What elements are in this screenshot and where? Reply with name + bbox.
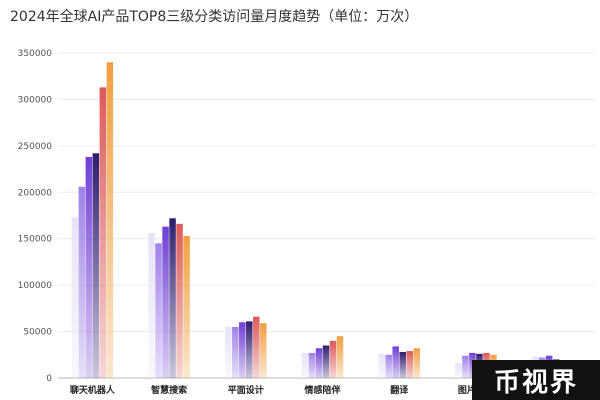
bar bbox=[413, 348, 420, 378]
y-tick-label: 350000 bbox=[18, 49, 53, 59]
bar bbox=[106, 62, 114, 379]
bar bbox=[253, 316, 260, 378]
bars bbox=[71, 62, 567, 379]
bar bbox=[176, 223, 183, 378]
bar bbox=[232, 326, 239, 378]
x-category-label: 聊天机器人 bbox=[70, 384, 116, 396]
bar bbox=[85, 157, 93, 378]
bar bbox=[399, 352, 406, 378]
bar bbox=[260, 323, 267, 378]
y-tick-label: 50000 bbox=[23, 328, 52, 338]
x-axis: 聊天机器人智慧搜索平面设计情感陪伴翻译图片生成 bbox=[70, 384, 494, 396]
watermark-logo: 币视界 bbox=[472, 360, 600, 400]
bar bbox=[148, 233, 155, 378]
bar bbox=[462, 355, 469, 378]
bar bbox=[169, 218, 176, 378]
y-tick-label: 300000 bbox=[18, 95, 53, 105]
bar bbox=[301, 352, 309, 378]
x-category-label: 智慧搜索 bbox=[151, 384, 187, 396]
y-tick-label: 250000 bbox=[18, 142, 53, 152]
y-axis: 0 50000 100000 150000 200000 250000 300000 3500… bbox=[18, 49, 53, 384]
y-tick-label: 200000 bbox=[18, 188, 53, 198]
bar bbox=[329, 340, 337, 378]
bar bbox=[239, 322, 246, 378]
bar bbox=[315, 348, 323, 378]
bar bbox=[99, 87, 107, 378]
bar bbox=[455, 363, 462, 378]
bar bbox=[78, 186, 86, 378]
y-tick-label: 100000 bbox=[18, 281, 53, 291]
y-tick-label: 150000 bbox=[18, 235, 53, 245]
chart-title: 2024年全球AI产品TOP8三级分类访问量月度趋势（单位：万次） bbox=[10, 9, 419, 25]
bar bbox=[225, 326, 232, 378]
bar bbox=[155, 243, 162, 378]
bar bbox=[162, 226, 169, 378]
bar bbox=[406, 351, 413, 378]
x-category-label: 情感陪伴 bbox=[303, 384, 340, 396]
bar bbox=[92, 153, 100, 378]
bar bbox=[378, 353, 385, 378]
bar bbox=[336, 336, 344, 378]
y-tick-label: 0 bbox=[46, 374, 52, 384]
bar bbox=[246, 321, 253, 378]
grid bbox=[58, 52, 595, 379]
x-category-label: 翻译 bbox=[390, 384, 409, 396]
bar bbox=[392, 346, 399, 378]
bar bbox=[322, 345, 330, 378]
bar bbox=[385, 354, 392, 378]
bar bbox=[71, 217, 79, 378]
x-category-label: 平面设计 bbox=[228, 384, 264, 396]
bar bbox=[308, 352, 316, 378]
bar bbox=[183, 235, 190, 378]
